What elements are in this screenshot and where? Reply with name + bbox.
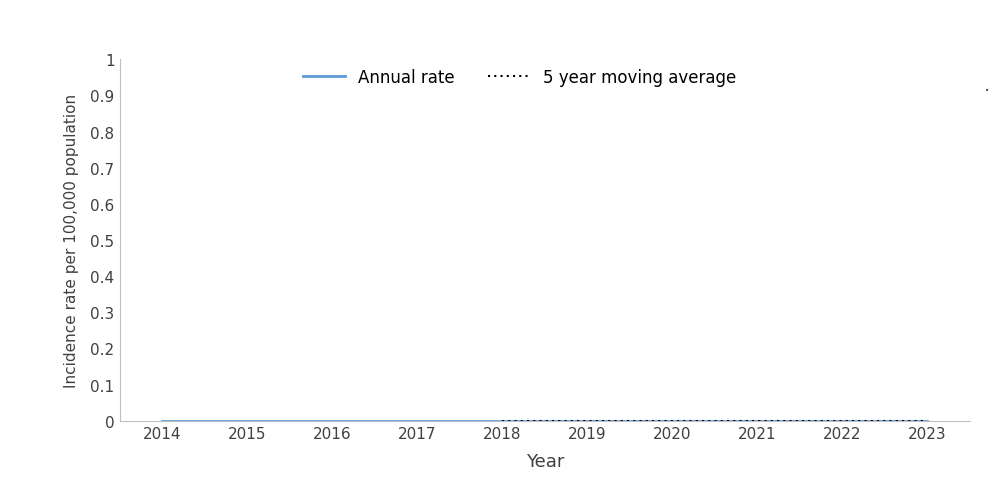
Annual rate xyxy=(326,418,338,424)
5 year moving average xyxy=(666,418,678,424)
Annual rate xyxy=(666,418,678,424)
Annual rate xyxy=(836,418,848,424)
Annual rate xyxy=(156,418,168,424)
Text: .: . xyxy=(984,76,990,95)
5 year moving average xyxy=(581,418,593,424)
5 year moving average xyxy=(496,418,508,424)
5 year moving average xyxy=(921,418,933,424)
Annual rate xyxy=(751,418,763,424)
5 year moving average xyxy=(751,418,763,424)
Annual rate xyxy=(496,418,508,424)
Annual rate xyxy=(581,418,593,424)
Annual rate xyxy=(241,418,253,424)
Annual rate xyxy=(411,418,423,424)
Legend: Annual rate, 5 year moving average: Annual rate, 5 year moving average xyxy=(303,69,736,86)
Y-axis label: Incidence rate per 100,000 population: Incidence rate per 100,000 population xyxy=(64,94,79,387)
X-axis label: Year: Year xyxy=(526,452,564,470)
5 year moving average xyxy=(836,418,848,424)
Annual rate xyxy=(921,418,933,424)
